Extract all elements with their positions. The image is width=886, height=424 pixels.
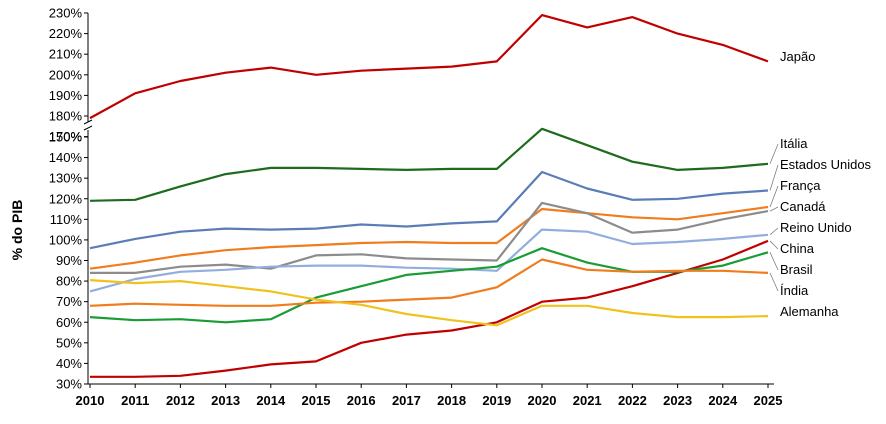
x-tick-label: 2019: [482, 393, 511, 408]
y-tick-label: 80%: [56, 274, 82, 289]
y-tick-label: 30%: [56, 377, 82, 392]
x-tick-labels: 2010 2011 2012 2013 2014 2015 2016 2017 2018 2019…: [76, 384, 783, 408]
y-tick-label: 90%: [56, 253, 82, 268]
y-tick-label: 200%: [49, 67, 83, 82]
series-label-reino-unido: Reino Unido: [780, 220, 852, 235]
x-tick-label: 2012: [166, 393, 195, 408]
x-tick-label: 2016: [347, 393, 376, 408]
y-tick-label: 220%: [49, 26, 83, 41]
axis-break-mark: [83, 119, 93, 125]
series-line-franca: [89, 205, 769, 270]
y-tick-label: 70%: [56, 294, 82, 309]
series-label-japao: Japão: [780, 49, 815, 64]
series-label-italia: Itália: [780, 136, 808, 151]
y-tick-label: 120%: [49, 191, 83, 206]
leader-line-china: [769, 240, 779, 250]
series-label-franca: França: [780, 178, 821, 193]
y-tick-label: 140%: [49, 150, 83, 165]
x-tick-label: 2023: [663, 393, 692, 408]
x-tick-label: 2010: [76, 393, 105, 408]
x-tick-label: 2014: [256, 393, 286, 408]
y-tick-label: 130%: [49, 171, 83, 186]
series-line-china: [90, 239, 769, 378]
y-tick-label: 190%: [49, 88, 83, 103]
y-tick-label: 100%: [49, 232, 83, 247]
y-tick-label: 110%: [50, 212, 83, 227]
series-labels: Japão Itália Estados Unidos França Canadá Rei…: [769, 49, 872, 319]
leader-line-brasil: [769, 252, 779, 271]
leader-line-reino-unido: [769, 227, 779, 236]
x-tick-label: 2017: [392, 393, 421, 408]
y-tick-label: 230%: [49, 6, 83, 21]
leader-line-italia: [769, 143, 779, 164]
y-tick-label: 180%: [49, 109, 83, 124]
series-label-china: China: [780, 241, 815, 256]
x-tick-label: 2020: [528, 393, 557, 408]
x-tick-label: 2024: [708, 393, 738, 408]
leader-line-estados-unidos: [769, 164, 779, 191]
chart-axes: [83, 13, 774, 385]
axis-break-mark: [83, 125, 93, 131]
series-line-estados-unidos: [89, 170, 769, 250]
x-tick-label: 2015: [302, 393, 331, 408]
x-tick-label: 2021: [573, 393, 602, 408]
series-label-india: Índia: [780, 283, 809, 298]
y-tick-label: 50%: [56, 335, 82, 350]
series-line-reino-unido: [89, 228, 769, 293]
x-tick-label: 2025: [754, 393, 783, 408]
y-tick-label: 170%: [49, 129, 83, 144]
series-label-brasil: Brasil: [780, 262, 813, 277]
x-tick-label: 2022: [618, 393, 647, 408]
series-label-canada: Canadá: [780, 199, 826, 214]
series-label-alemanha: Alemanha: [780, 304, 839, 319]
y-tick-label: 60%: [56, 315, 82, 330]
y-tick-label: 150%: [49, 130, 83, 145]
y-tick-labels: 170% 180% 190% 200% 210% 220% 230% 30% 40% 50% 60%…: [49, 6, 88, 392]
y-tick-label: 210%: [49, 47, 83, 62]
series-line-italia: [89, 127, 769, 202]
leader-line-india: [769, 272, 779, 292]
y-tick-label: 40%: [56, 356, 82, 371]
x-tick-label: 2013: [211, 393, 240, 408]
series-label-estados-unidos: Estados Unidos: [780, 157, 872, 172]
series-line-japao: [89, 14, 769, 120]
series-line-alemanha: [89, 279, 769, 327]
leader-line-franca: [769, 185, 779, 208]
x-tick-label: 2018: [437, 393, 466, 408]
series-line-canada: [90, 201, 769, 274]
x-tick-label: 2011: [121, 393, 149, 408]
leader-line-canada: [769, 206, 779, 212]
series-lines: [89, 14, 769, 378]
y-axis-label: % do PIB: [9, 200, 25, 261]
series-line-india: [89, 258, 769, 307]
